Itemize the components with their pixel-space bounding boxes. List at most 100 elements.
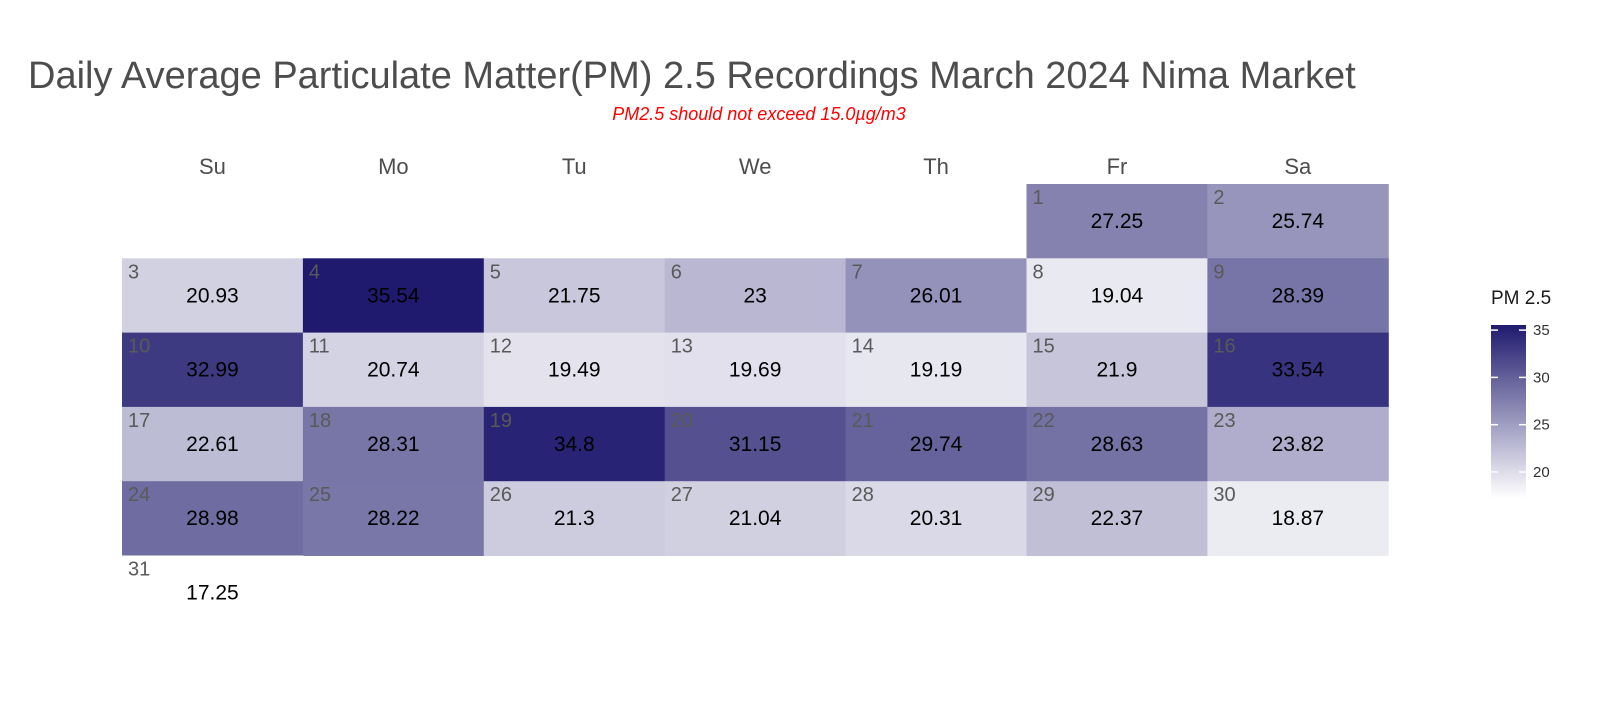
calendar-cell-day-7: 726.01	[845, 258, 1027, 334]
pm25-value-label: 23	[743, 284, 766, 307]
calendar-grid: 127.25225.74320.93435.54521.75623726.018…	[122, 184, 1389, 631]
calendar-cell-day-12: 12 19.49	[483, 332, 666, 408]
heat-tile	[845, 406, 1027, 482]
pm25-value-label: 26.01	[910, 284, 963, 307]
day-number-label: 6	[671, 261, 682, 283]
pm25-value-label: 21.9	[1097, 359, 1138, 382]
heat-tile	[1026, 258, 1208, 334]
pm25-value-label: 28.39	[1272, 284, 1325, 307]
pm25-value-label: 19.04	[1091, 284, 1144, 307]
heat-tile	[664, 258, 847, 334]
pm25-value-label: 28.63	[1091, 433, 1144, 456]
pm25-value-label: 29.74	[910, 433, 963, 456]
pm25-value-label: 19.19	[910, 359, 963, 382]
calendar-cell-day-21: 21 29.74	[845, 406, 1027, 482]
heat-tile	[302, 481, 485, 556]
calendar-cell-day-24: 24 28.98	[122, 481, 304, 556]
heat-tile	[483, 258, 666, 334]
heat-tile	[483, 406, 666, 482]
day-number-label: 3	[128, 261, 139, 283]
day-number-label: 14	[852, 336, 874, 358]
heat-tile	[122, 555, 304, 631]
calendar-cell-day-10: 10 32.99	[122, 332, 304, 408]
heat-tile	[1207, 332, 1389, 408]
heat-tile	[302, 406, 485, 482]
calendar-cell-day-16: 16 33.54	[1207, 332, 1389, 408]
day-number-label: 7	[852, 261, 863, 283]
legend-tick-label: 20	[1533, 464, 1550, 481]
calendar-cell-day-15: 15 21.9	[1026, 332, 1208, 408]
pm25-value-label: 19.49	[548, 359, 601, 382]
pm25-value-label: 28.22	[367, 507, 420, 530]
day-number-label: 20	[671, 410, 693, 432]
day-number-label: 19	[490, 410, 512, 432]
day-number-label: 5	[490, 261, 501, 283]
day-number-label: 27	[671, 484, 693, 506]
day-number-label: 28	[852, 484, 874, 506]
day-number-label: 11	[309, 336, 330, 358]
calendar-cell-day-6: 6 23	[664, 258, 847, 334]
calendar-cell-day-26: 26 21.3	[483, 481, 666, 556]
day-number-label: 24	[128, 484, 150, 506]
calendar-cell-day-8: 819.04	[1026, 258, 1208, 334]
calendar-cell-day-23: 23 23.82	[1207, 406, 1389, 482]
heat-tile	[122, 406, 304, 482]
weekday-label-mo: Mo	[378, 154, 409, 179]
calendar-cell-day-13: 13 19.69	[664, 332, 847, 408]
pm25-value-label: 23.82	[1272, 433, 1325, 456]
heat-tile	[1207, 406, 1389, 482]
pm25-value-label: 22.37	[1091, 507, 1144, 530]
weekday-label-th: Th	[923, 154, 949, 179]
chart-subtitle: PM2.5 should not exceed 15.0µg/m3	[612, 104, 906, 124]
legend-tick-label: 35	[1533, 322, 1550, 339]
pm25-value-label: 22.61	[186, 433, 239, 456]
day-number-label: 21	[852, 410, 874, 432]
heat-tile	[122, 258, 304, 334]
heat-tile	[1207, 258, 1389, 334]
pm25-value-label: 25.74	[1272, 210, 1325, 233]
weekday-header: Su Mo Tu We Th Fr Sa	[199, 154, 1312, 179]
pm25-value-label: 28.98	[186, 507, 239, 530]
pm25-value-label: 17.25	[186, 582, 239, 605]
heat-tile	[122, 332, 304, 408]
calendar-cell-day-11: 11 20.74	[302, 332, 485, 408]
day-number-label: 17	[128, 410, 150, 432]
calendar-cell-day-9: 928.39	[1207, 258, 1389, 334]
heat-tile	[1026, 481, 1208, 556]
calendar-cell-day-4: 435.54	[302, 258, 485, 334]
heat-tile	[664, 332, 847, 408]
weekday-label-sa: Sa	[1284, 154, 1312, 179]
calendar-cell-day-30: 30 18.87	[1207, 481, 1389, 556]
day-number-label: 31	[128, 559, 150, 581]
day-number-label: 26	[490, 484, 512, 506]
legend-tick-label: 30	[1533, 369, 1550, 386]
heat-tile	[664, 481, 847, 556]
calendar-cell-day-29: 29 22.37	[1026, 481, 1208, 556]
pm25-value-label: 21.04	[729, 507, 782, 530]
heat-tile	[1207, 481, 1389, 556]
calendar-cell-day-3: 320.93	[122, 258, 304, 334]
pm25-value-label: 32.99	[186, 359, 239, 382]
pm25-value-label: 27.25	[1091, 210, 1144, 233]
calendar-cell-day-31: 31 17.25	[122, 555, 304, 631]
legend-tick-label: 25	[1533, 417, 1550, 434]
heat-tile	[1026, 332, 1208, 408]
weekday-label-we: We	[739, 154, 772, 179]
day-number-label: 13	[671, 336, 693, 358]
heat-tile	[122, 481, 304, 556]
pm25-value-label: 19.69	[729, 359, 782, 382]
pm25-value-label: 35.54	[367, 284, 420, 307]
heat-tile	[483, 332, 666, 408]
pm25-value-label: 20.74	[367, 359, 420, 382]
day-number-label: 2	[1213, 187, 1224, 209]
heat-tile	[845, 332, 1027, 408]
pm25-value-label: 20.93	[186, 284, 239, 307]
day-number-label: 30	[1213, 484, 1235, 506]
day-number-label: 10	[128, 336, 150, 358]
calendar-cell-day-20: 20 31.15	[664, 406, 847, 482]
day-number-label: 23	[1213, 410, 1235, 432]
calendar-cell-day-25: 25 28.22	[302, 481, 485, 556]
heat-tile	[302, 258, 485, 334]
heat-tile	[664, 406, 847, 482]
